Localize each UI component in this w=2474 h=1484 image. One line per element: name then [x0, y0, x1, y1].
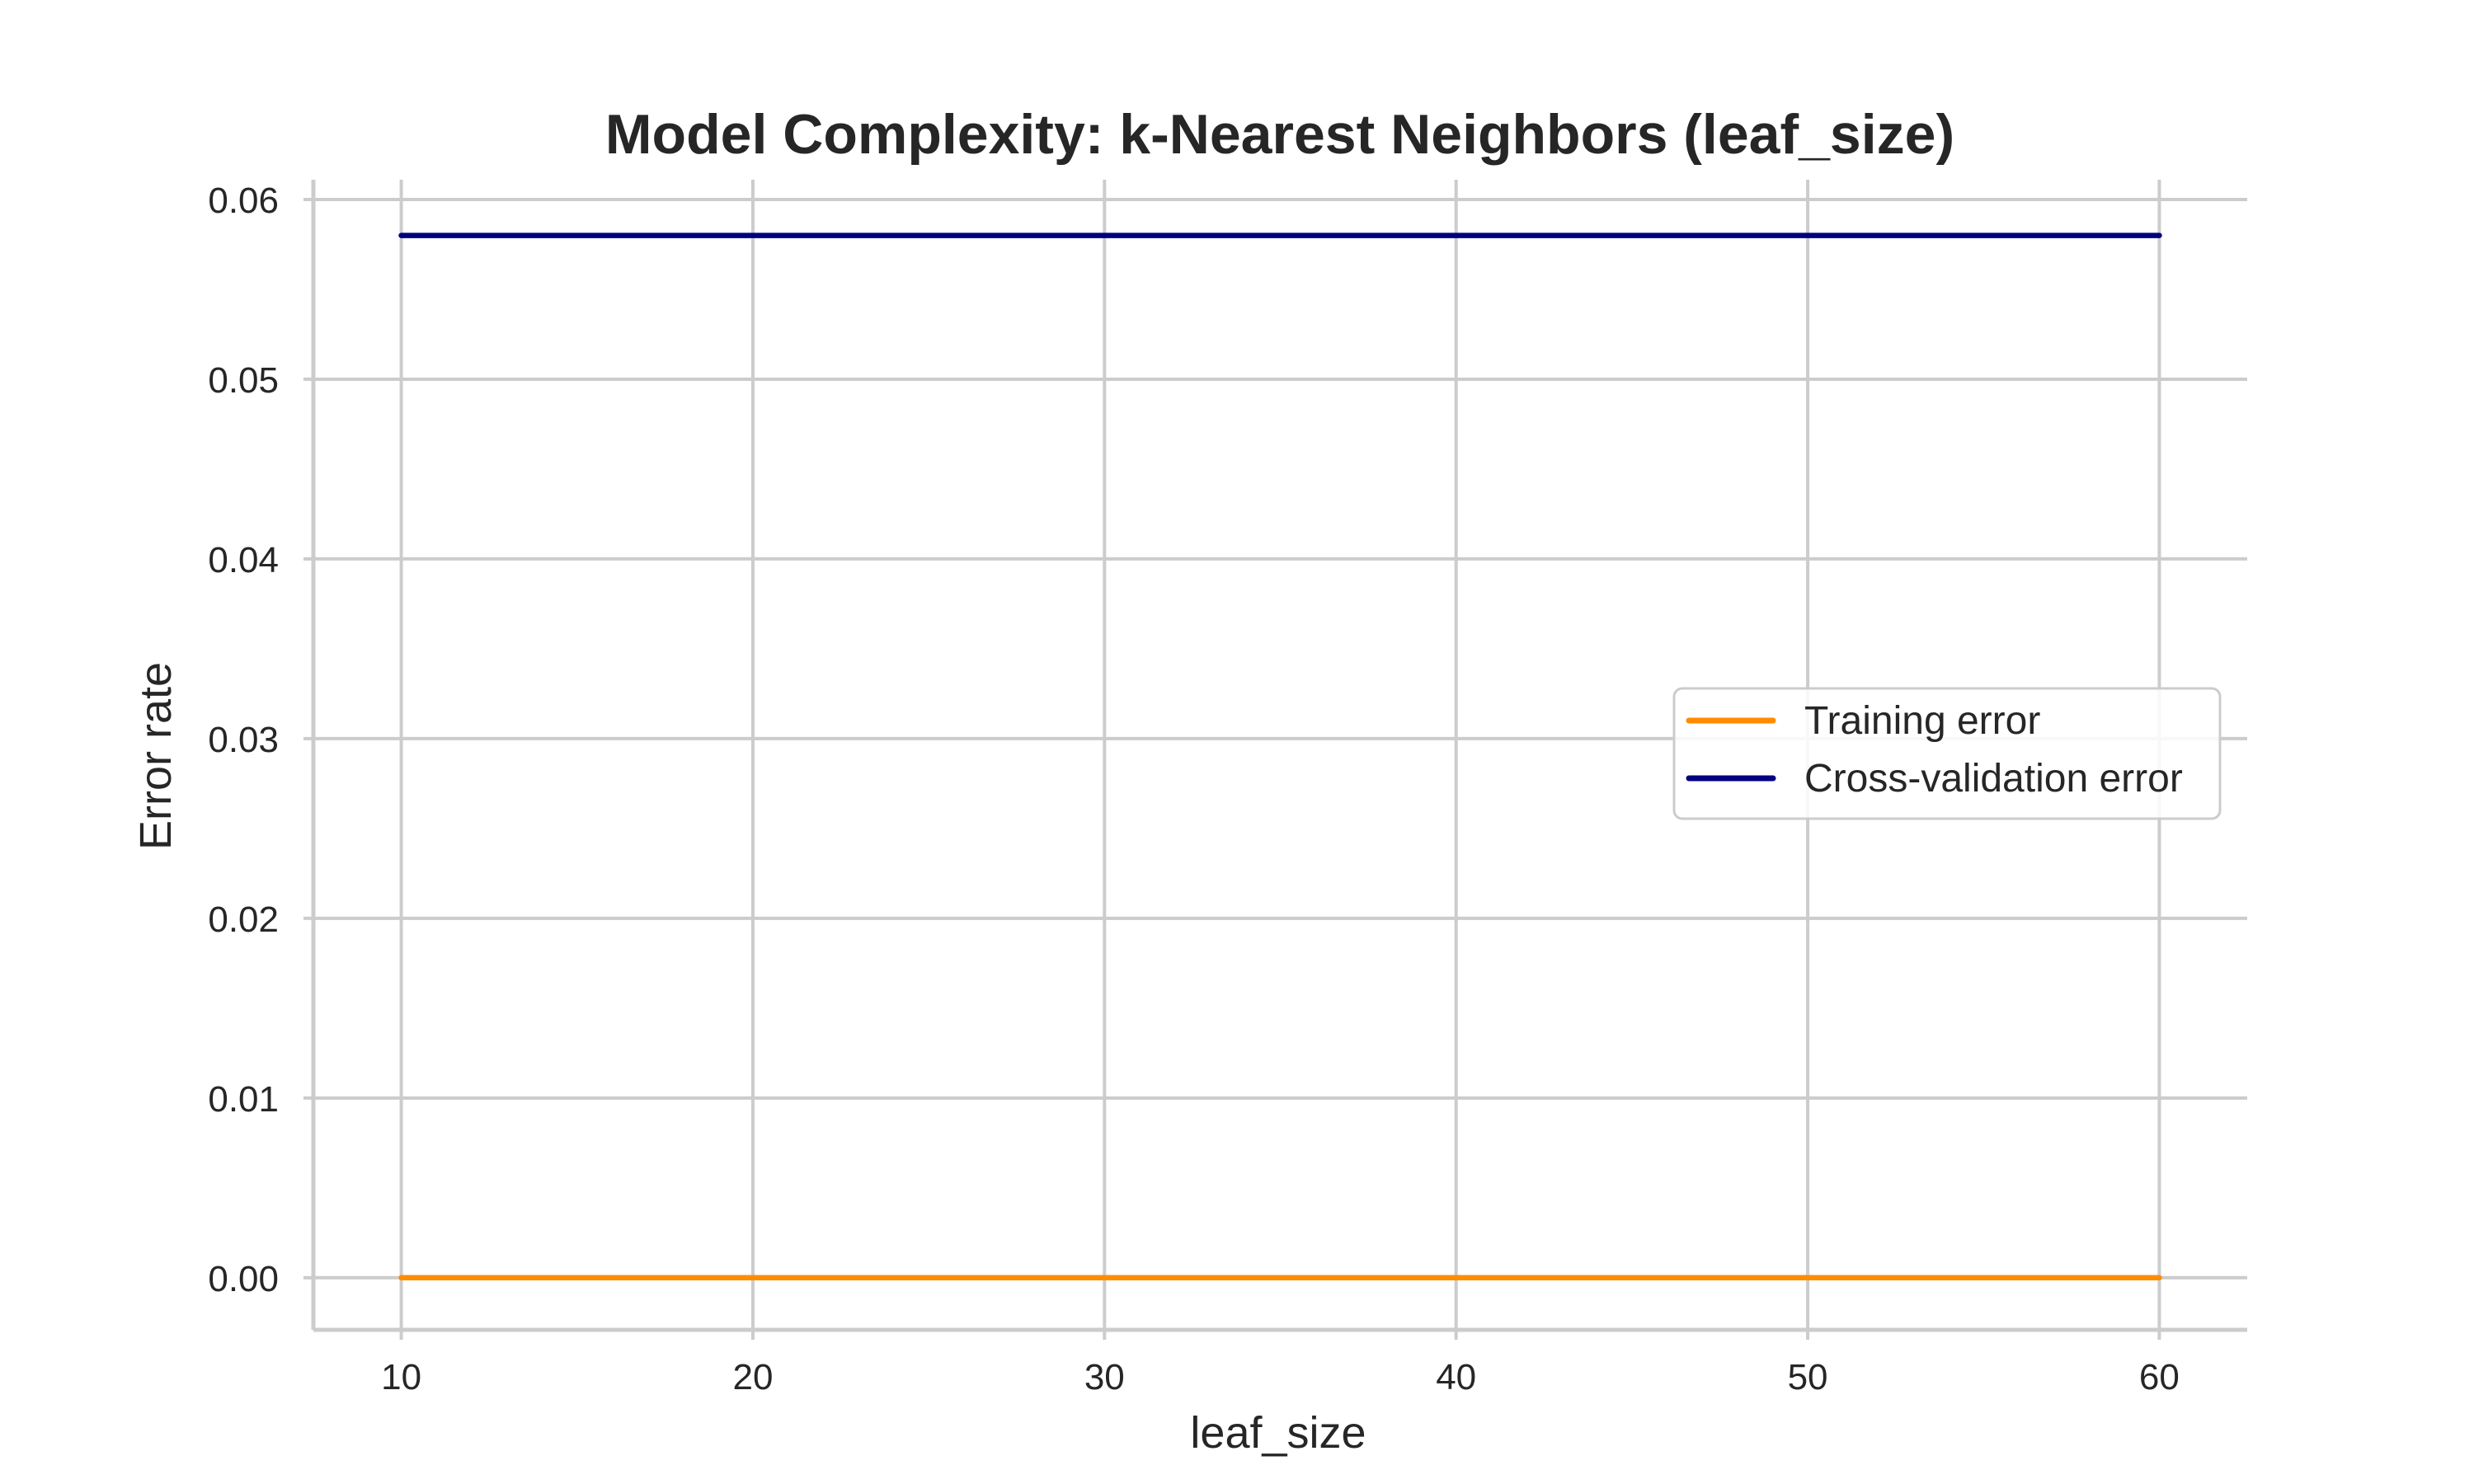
axis-spines — [311, 180, 2247, 1332]
y-tick-label: 0.04 — [208, 540, 279, 580]
x-axis-label: leaf_size — [1190, 1408, 1366, 1458]
y-tick-label: 0.05 — [208, 360, 279, 401]
axis-ticks: 10 20 30 40 50 60 0.00 0.01 0.02 0.03 0.04 0.05 0.06 — [208, 181, 2180, 1397]
x-tick-label: 40 — [1436, 1357, 1476, 1397]
x-tick-label: 60 — [2139, 1357, 2180, 1397]
legend-label-cross-validation-error: Cross-validation error — [1804, 757, 2183, 801]
y-tick-label: 0.00 — [208, 1259, 279, 1299]
y-axis-label: Error rate — [131, 662, 181, 850]
x-tick-label: 20 — [732, 1357, 773, 1397]
legend: Training error Cross-validation error — [1672, 687, 2222, 820]
y-tick-label: 0.02 — [208, 899, 279, 940]
x-tick-label: 10 — [381, 1357, 421, 1397]
series-lines — [398, 232, 2162, 1281]
legend-label-training-error: Training error — [1804, 699, 2040, 743]
x-tick-label: 50 — [1788, 1357, 1828, 1397]
x-tick-label: 30 — [1084, 1357, 1125, 1397]
y-tick-label: 0.01 — [208, 1079, 279, 1120]
chart-title: Model Complexity: k-Nearest Neighbors (l… — [605, 103, 1954, 166]
y-tick-label: 0.03 — [208, 720, 279, 760]
y-tick-label: 0.06 — [208, 181, 279, 221]
legend-frame — [1672, 687, 2222, 820]
